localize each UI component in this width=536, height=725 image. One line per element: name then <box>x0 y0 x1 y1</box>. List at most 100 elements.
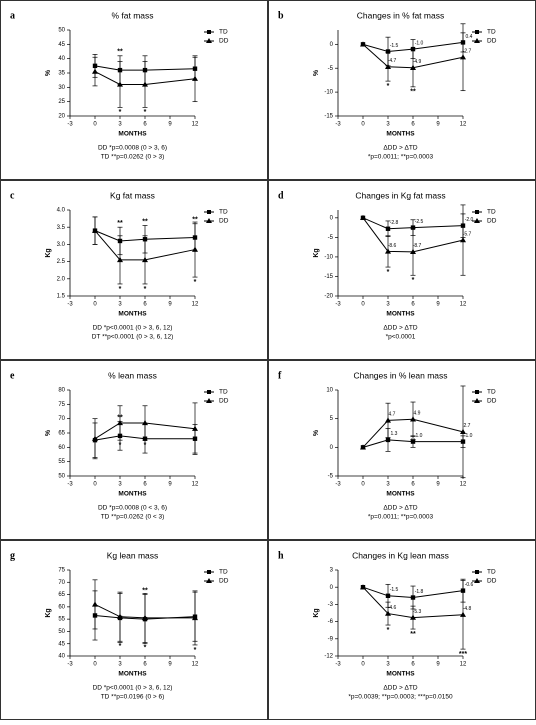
marker-triangle <box>460 237 466 243</box>
legend-label: TD <box>487 389 496 396</box>
y-tick-label: -10 <box>324 254 333 260</box>
marker-triangle <box>360 584 366 590</box>
panel-border <box>0 0 268 180</box>
legend-label: DD <box>219 578 229 585</box>
legend-label: DD <box>487 578 497 585</box>
x-tick-label: 6 <box>411 302 415 308</box>
significance-flag: ** <box>192 217 198 224</box>
marker-triangle <box>92 227 98 233</box>
note: DD *p<0.0001 (0 > 3, 6, 12) <box>93 685 173 692</box>
legend-label: TD <box>219 209 228 216</box>
value-label: -0.6 <box>465 582 474 588</box>
note: ΔDD > ΔTD <box>383 685 417 692</box>
note: *p=0.0011; **p=0.0003 <box>368 514 434 521</box>
legend-marker <box>206 38 212 43</box>
x-tick-label: 3 <box>386 662 390 668</box>
y-tick-label: 80 <box>58 388 65 394</box>
value-label: 0.4 <box>466 34 473 40</box>
y-tick-label: 60 <box>58 604 65 610</box>
legend-marker <box>207 30 211 34</box>
y-tick-label: -5 <box>328 474 334 480</box>
series-line <box>94 603 195 619</box>
x-tick-label: -3 <box>67 302 73 308</box>
marker-triangle <box>410 64 416 70</box>
x-tick-label: -3 <box>335 122 341 128</box>
x-tick-label: 12 <box>460 482 467 488</box>
x-tick-label: 6 <box>411 122 415 128</box>
x-tick-label: 3 <box>118 662 122 668</box>
marker-triangle <box>410 416 416 422</box>
x-tick-label: -3 <box>335 482 341 488</box>
series-line <box>362 439 463 448</box>
x-tick-label: 9 <box>436 302 440 308</box>
y-axis-label: Kg <box>45 248 52 257</box>
legend-marker <box>207 210 211 214</box>
legend-marker <box>207 390 211 394</box>
note: TD **p=0.0196 (0 > 6) <box>101 694 165 701</box>
y-tick-label: 65 <box>58 431 65 437</box>
significance-flag: * <box>144 286 147 293</box>
y-tick-label: 70 <box>58 416 65 422</box>
panel-border <box>268 180 536 360</box>
y-tick-label: 0 <box>330 585 334 591</box>
x-axis-label: MONTHS <box>386 491 415 498</box>
y-tick-label: -6 <box>328 619 334 625</box>
y-tick-label: 2.5 <box>57 259 66 265</box>
legend-marker <box>475 210 479 214</box>
x-tick-label: 12 <box>460 122 467 128</box>
y-tick-label: 55 <box>58 459 65 465</box>
note: *p=0.0039; **p=0.0003; ***p=0.0150 <box>348 694 453 701</box>
y-tick-label: 3.0 <box>57 242 66 248</box>
series-line <box>362 41 464 53</box>
panel-border <box>0 360 268 540</box>
y-tick-label: 30 <box>58 85 65 91</box>
marker-triangle <box>117 419 123 426</box>
value-label: -4.6 <box>388 605 397 611</box>
x-tick-label: 0 <box>361 302 365 308</box>
y-tick-label: 3 <box>330 568 334 574</box>
y-tick-label: -20 <box>324 294 333 300</box>
marker-triangle <box>360 41 366 47</box>
significance-flag: * <box>119 286 122 293</box>
x-tick-label: 9 <box>436 662 440 668</box>
x-tick-label: 9 <box>436 122 440 128</box>
chart-title: Changes in Kg lean mass <box>352 550 449 560</box>
value-label: -1.5 <box>390 587 399 593</box>
y-tick-label: -9 <box>328 636 334 642</box>
y-axis-label: % <box>313 429 320 436</box>
legend-label: TD <box>219 389 228 396</box>
legend-label: DD <box>219 398 229 405</box>
marker-triangle <box>92 435 98 441</box>
significance-flag: ** <box>117 49 123 56</box>
marker-triangle <box>142 256 148 263</box>
significance-flag: ** <box>142 218 148 225</box>
x-tick-label: 12 <box>192 302 199 308</box>
x-tick-label: 6 <box>411 662 415 668</box>
significance-flag: * <box>119 109 122 116</box>
legend-marker <box>474 38 480 43</box>
note: DD *p<0.0001 (0 > 3, 6, 12) <box>93 325 173 332</box>
chart-title: Changes in % fat mass <box>357 10 444 20</box>
legend-label: TD <box>219 29 228 36</box>
y-axis-label: % <box>45 69 52 76</box>
x-axis-label: MONTHS <box>386 311 415 318</box>
y-tick-label: -15 <box>324 274 333 280</box>
marker-triangle <box>142 614 148 621</box>
x-tick-label: 6 <box>411 482 415 488</box>
y-tick-label: 40 <box>58 654 65 660</box>
x-tick-label: 6 <box>143 482 147 488</box>
series-line <box>362 586 464 619</box>
significance-flag: * <box>119 643 122 650</box>
note: ΔDD > ΔTD <box>383 145 417 152</box>
x-axis-label: MONTHS <box>386 671 415 678</box>
x-tick-label: 6 <box>143 122 147 128</box>
panel-letter: b <box>278 10 284 21</box>
x-tick-label: 0 <box>361 482 365 488</box>
marker-square <box>385 593 391 598</box>
y-tick-label: 65 <box>58 592 65 598</box>
legend-marker <box>475 570 479 574</box>
significance-flag: * <box>144 442 147 449</box>
significance-flag: * <box>387 83 390 90</box>
x-tick-label: 0 <box>361 122 365 128</box>
chart-title: Changes in % lean mass <box>353 370 447 380</box>
